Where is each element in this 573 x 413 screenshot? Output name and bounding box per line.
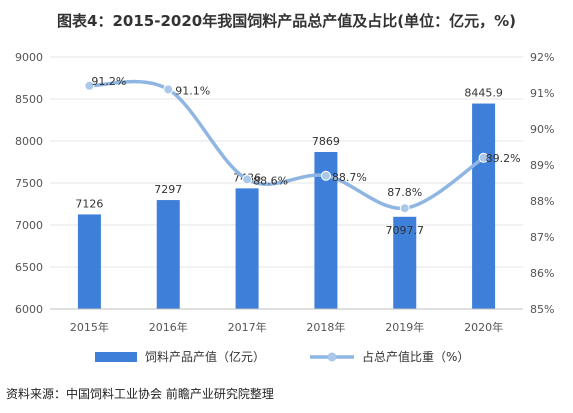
line-point (320, 170, 331, 181)
x-tick-label: 2015年 (70, 320, 109, 334)
bar-data-label: 8445.9 (464, 87, 503, 100)
bar (472, 103, 496, 309)
legend-line-marker (327, 352, 337, 362)
y-right-tick-label: 88% (530, 195, 554, 208)
bar (156, 200, 180, 309)
y-left-tick-label: 7500 (15, 177, 43, 190)
legend-bar-label: 饲料产品产值（亿元） (145, 349, 265, 364)
y-left-tick-label: 7000 (15, 219, 43, 232)
y-right-tick-label: 85% (530, 303, 554, 316)
line-point (242, 174, 253, 185)
x-tick-label: 2019年 (385, 320, 424, 334)
line-data-label: 91.1% (175, 84, 210, 97)
x-tick-label: 2017年 (228, 320, 267, 334)
y-right-tick-label: 87% (530, 231, 554, 244)
line-data-label: 88.7% (332, 171, 367, 184)
legend-bar-swatch (95, 352, 137, 362)
chart-title: 图表4：2015-2020年我国饲料产品总产值及占比(单位：亿元，%) (57, 12, 516, 30)
y-left-tick-label: 9000 (15, 51, 43, 64)
bar-data-label: 7297 (154, 183, 182, 196)
line-point (478, 152, 489, 163)
line-data-label: 91.2% (91, 75, 126, 88)
bar-data-label: 7126 (75, 197, 103, 210)
y-right-tick-label: 90% (530, 123, 554, 136)
line-data-label: 89.2% (486, 152, 521, 165)
legend-line-label: 占总产值比重（%） (362, 349, 469, 364)
y-right-tick-label: 91% (530, 87, 554, 100)
bar (77, 214, 101, 309)
x-tick-label: 2016年 (149, 320, 188, 334)
y-left-tick-label: 8500 (15, 93, 43, 106)
y-right-tick-label: 86% (530, 267, 554, 280)
y-left-tick-label: 8000 (15, 135, 43, 148)
y-left-tick-label: 6000 (15, 303, 43, 316)
line-point (163, 84, 174, 95)
series-line (87, 79, 486, 210)
x-tick-label: 2018年 (306, 320, 345, 334)
bar (314, 152, 338, 309)
line-data-label: 87.8% (387, 186, 422, 199)
x-tick-label: 2020年 (464, 320, 503, 334)
y-left-tick-label: 6500 (15, 261, 43, 274)
line-data-label: 88.6% (253, 174, 288, 187)
y-right-tick-label: 92% (530, 51, 554, 64)
bar (235, 188, 259, 309)
line-point (84, 80, 95, 91)
bar-data-label: 7097.7 (386, 224, 425, 237)
line-point (399, 203, 410, 214)
source-note: 资料来源：中国饲料工业协会 前瞻产业研究院整理 (6, 387, 274, 401)
bar (393, 216, 417, 309)
y-right-tick-label: 89% (530, 159, 554, 172)
bar-data-label: 7869 (312, 135, 340, 148)
